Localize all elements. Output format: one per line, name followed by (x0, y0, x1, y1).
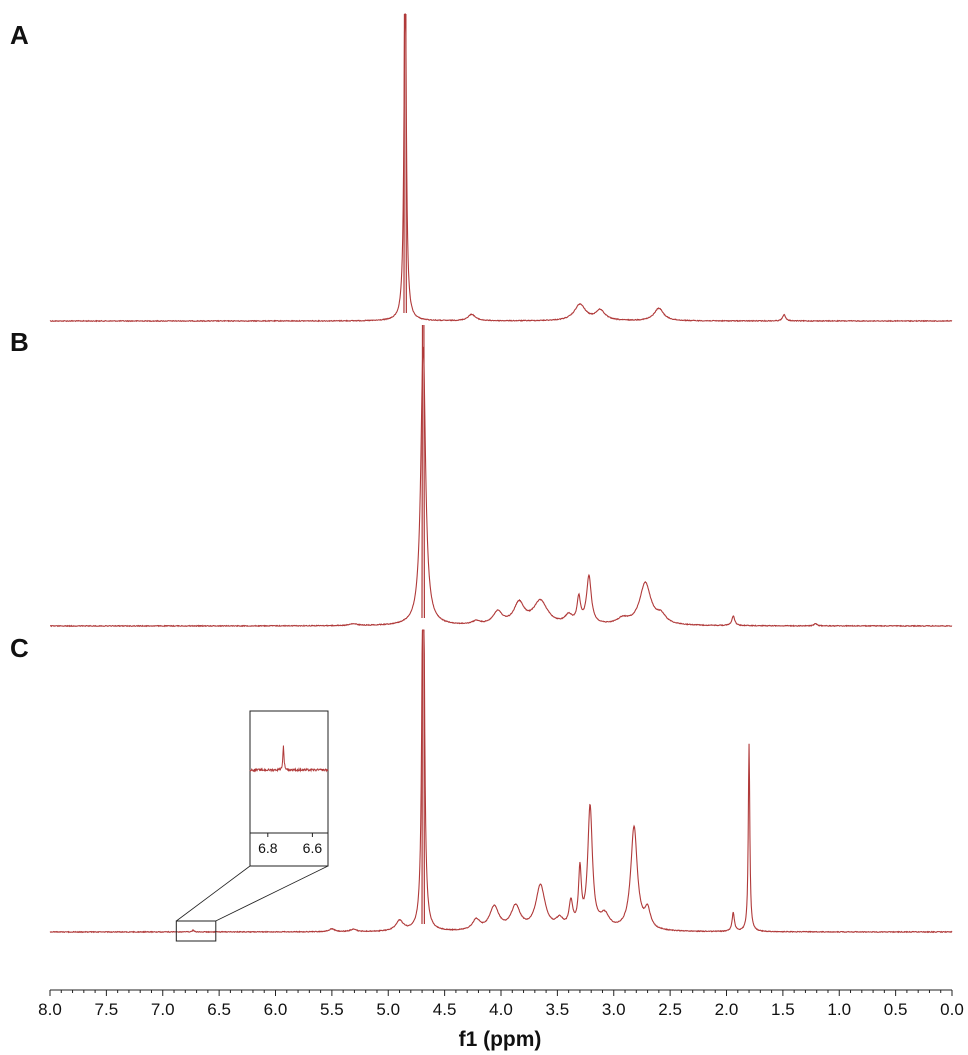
x-tick-label: 4.5 (433, 1000, 457, 1019)
x-tick-label: 1.0 (827, 1000, 851, 1019)
x-tick-label: 2.0 (715, 1000, 739, 1019)
spectrum-trace-a (49, 13, 953, 323)
peak-b-0 (421, 324, 425, 619)
x-tick-label: 1.5 (771, 1000, 795, 1019)
spectrum-panel-c: C 6.8 6.6 (10, 629, 953, 942)
inset-connector-right (215, 865, 329, 922)
x-tick-label: 6.5 (207, 1000, 231, 1019)
x-tick-label: 5.5 (320, 1000, 344, 1019)
inset-zoom: 6.8 6.6 (175, 710, 329, 942)
x-tick-label: 7.5 (95, 1000, 119, 1019)
inset-frame (249, 710, 329, 867)
x-axis: 8.0 7.5 7.0 6.5 6.0 5.5 5.0 4.5 4.0 3.5 3.0 2.5 2.0 1… (38, 989, 964, 1051)
inset-trace (249, 745, 329, 773)
x-tick-label: 3.5 (546, 1000, 570, 1019)
spectrum-panel-a: A (10, 13, 953, 323)
x-tick-label: 5.0 (376, 1000, 400, 1019)
panel-label-c: C (10, 633, 29, 663)
x-tick-label: 7.0 (151, 1000, 175, 1019)
x-tick-label: 4.0 (489, 1000, 513, 1019)
panel-label-b: B (10, 327, 29, 357)
inset-selection-box (175, 920, 217, 942)
spectrum-trace-b (49, 346, 953, 628)
inset-connector-left (176, 865, 251, 922)
x-tick-label: 3.0 (602, 1000, 626, 1019)
x-tick-label: 8.0 (38, 1000, 62, 1019)
peak-c-0 (421, 629, 425, 925)
x-tick-label: 6.0 (264, 1000, 288, 1019)
x-tick-label: 0.5 (884, 1000, 908, 1019)
spectrum-panel-b: B (10, 324, 953, 628)
panel-label-a: A (10, 20, 29, 50)
x-axis-title: f1 (ppm) (459, 1028, 542, 1051)
inset-tick-label-0: 6.8 (258, 840, 278, 856)
x-tick-label: 2.5 (658, 1000, 682, 1019)
spectra-layer: A B C 6.8 6.6 (10, 13, 953, 942)
spectrum-trace-c (49, 629, 953, 934)
peak-a-0 (403, 13, 407, 314)
x-tick-label: 0.0 (940, 1000, 964, 1019)
x-axis-ticks: 8.0 7.5 7.0 6.5 6.0 5.5 5.0 4.5 4.0 3.5 3.0 2.5 2.0 1… (38, 990, 964, 1019)
inset-tick-label-1: 6.6 (303, 840, 323, 856)
